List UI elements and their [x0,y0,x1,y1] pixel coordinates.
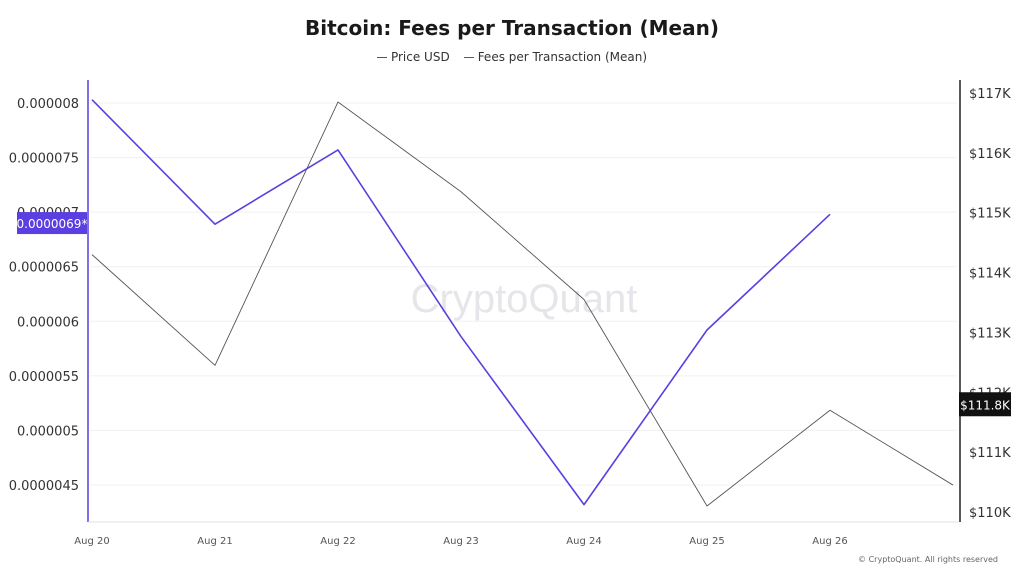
left-tick-label-6: 0.000005 [17,424,79,439]
legend-label-price: Price USD [390,50,450,64]
left-current-badge [17,212,87,235]
left-tick-label-7: 0.0000045 [9,479,79,494]
legend-label-fees: Fees per Transaction (Mean) [477,50,648,64]
x-tick-label-2: Aug 22 [320,536,355,547]
right-current-badge [959,392,1011,417]
legend-swatch-fees [463,56,474,58]
legend-item-price[interactable]: Price USD [376,50,450,64]
left-tick-label-0: 0.000008 [17,97,79,112]
left-current-label: 0.0000069* [17,217,88,231]
right-tick-label-7: $110K [969,506,1011,521]
price-series-line [91,101,954,507]
right-tick-label-2: $115K [969,207,1011,222]
left-tick-label-1: 0.0000075 [9,152,79,167]
x-tick-label-3: Aug 23 [443,536,478,547]
right-tick-label-4: $113K [969,326,1011,341]
x-tick-label-6: Aug 26 [812,536,847,547]
left-tick-label-4: 0.000006 [17,315,79,330]
x-tick-label-5: Aug 25 [689,536,724,547]
right-tick-label-3: $114K [969,267,1011,282]
chart-title: Bitcoin: Fees per Transaction (Mean) [304,16,719,40]
fees-series-line [91,99,831,506]
watermark-text: CryptoQuant [411,277,638,321]
left-tick-label-5: 0.0000055 [9,370,79,385]
legend-swatch-price [376,56,387,58]
right-tick-label-1: $116K [969,147,1011,162]
x-tick-label-0: Aug 20 [74,536,109,547]
x-tick-label-1: Aug 21 [197,536,232,547]
right-current-label: $111.8K [960,398,1011,412]
chart-legend: Price USD Fees per Transaction (Mean) [0,50,1024,64]
x-tick-label-4: Aug 24 [566,536,601,547]
copyright-text: © CryptoQuant. All rights reserved [858,555,998,564]
right-tick-label-6: $111K [969,446,1011,461]
left-tick-label-3: 0.0000065 [9,261,79,276]
right-tick-label-0: $117K [969,87,1011,102]
legend-item-fees[interactable]: Fees per Transaction (Mean) [463,50,648,64]
